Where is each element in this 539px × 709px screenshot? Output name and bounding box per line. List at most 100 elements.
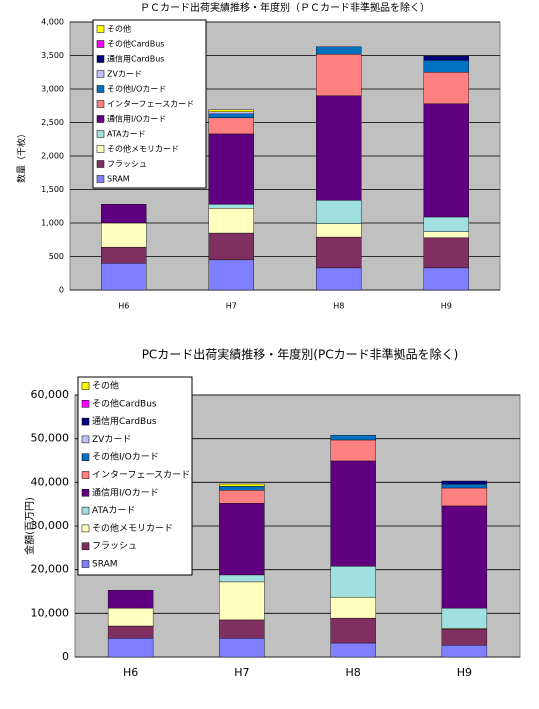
x-tick-label: H7 <box>234 666 249 679</box>
bar-segment <box>423 72 469 104</box>
bar-segment <box>316 236 362 269</box>
legend-label: ATAカード <box>107 130 146 139</box>
legend-swatch <box>81 471 90 479</box>
legend-swatch <box>96 160 105 168</box>
legend-label: ZVカード <box>107 70 142 79</box>
bar-segment <box>219 486 265 491</box>
x-tick-label: H6 <box>118 302 129 311</box>
legend-swatch <box>81 453 90 461</box>
legend-label: SRAM <box>107 175 130 184</box>
legend-label: 通信用CardBus <box>92 415 157 427</box>
y-tick-label: 1,500 <box>41 185 64 194</box>
y-tick-label: 0 <box>59 286 64 295</box>
legend-label: 通信用CardBus <box>107 54 164 64</box>
legend-label: インターフェースカード <box>107 100 194 109</box>
y-tick-label: 2,500 <box>41 118 64 127</box>
bar-segment <box>316 95 362 201</box>
bar-segment <box>316 267 362 291</box>
bar-segment <box>208 204 254 209</box>
bar-segment <box>107 625 154 639</box>
bar-segment <box>208 111 254 114</box>
legend-label: インターフェースカード <box>92 470 190 481</box>
legend-label: ATAカード <box>92 505 135 516</box>
y-axis-label: 数量（千枚） <box>16 129 28 183</box>
legend-swatch <box>96 40 105 48</box>
legend-label: その他 <box>92 380 119 392</box>
legend-label: フラッシュ <box>107 160 147 169</box>
legend-swatch <box>96 100 105 108</box>
bar-segment <box>423 216 469 232</box>
y-tick-label: 0 <box>62 650 69 663</box>
legend-swatch <box>96 115 105 123</box>
y-tick-label: 50,000 <box>31 432 70 445</box>
legend-swatch <box>96 175 105 183</box>
legend-label: その他I/Oカード <box>92 451 159 463</box>
bar-segment <box>219 638 265 658</box>
bar-segment <box>219 619 265 639</box>
bar-segment <box>101 263 147 291</box>
chart-title: PCカード出荷実績推移・年度別(PCカード非準拠品を除く) <box>142 347 459 362</box>
legend-label: 通信用I/Oカード <box>107 114 166 124</box>
bar-segment <box>441 628 488 646</box>
y-tick-label: 3,000 <box>41 85 64 94</box>
bar-segment <box>101 246 147 264</box>
legend-label: SRAM <box>92 560 118 570</box>
y-tick-label: 20,000 <box>31 563 70 576</box>
legend-swatch <box>81 524 90 533</box>
bar-segment <box>107 589 154 609</box>
bar-segment <box>441 480 488 485</box>
x-tick-label: H7 <box>226 302 237 311</box>
bar-segment <box>330 642 376 658</box>
bar-segment <box>316 53 362 96</box>
bar-segment <box>208 113 254 119</box>
legend-swatch <box>96 145 105 153</box>
bar-segment <box>208 208 254 234</box>
legend-swatch <box>81 560 90 568</box>
legend-swatch <box>96 55 105 63</box>
bar-segment <box>441 487 488 507</box>
bar-segment <box>208 259 254 291</box>
legend-swatch <box>81 382 90 390</box>
y-tick-label: 10,000 <box>31 606 70 619</box>
y-tick-label: 30,000 <box>31 519 70 532</box>
bar-segment <box>441 645 488 658</box>
bar-segment <box>316 200 362 224</box>
legend-swatch <box>81 400 90 408</box>
legend-label: フラッシュ <box>92 541 137 552</box>
bar-segment <box>330 617 376 644</box>
legend-label: その他 <box>107 24 131 34</box>
legend-box <box>77 376 193 576</box>
legend-label: ZVカード <box>92 434 131 445</box>
bar-segment <box>219 489 265 504</box>
bar-segment <box>107 607 154 627</box>
bar-segment <box>330 434 376 441</box>
bar-segment <box>208 117 254 135</box>
bar-segment <box>441 607 488 629</box>
bar-segment <box>441 505 488 609</box>
legend-swatch <box>81 506 90 515</box>
x-tick-label: H9 <box>441 302 452 311</box>
bar-segment <box>330 460 376 567</box>
bar-segment <box>423 103 469 218</box>
bar-segment <box>208 133 254 205</box>
legend-swatch <box>81 435 90 444</box>
x-tick-label: H9 <box>457 666 472 679</box>
y-tick-label: 60,000 <box>31 388 70 401</box>
bar-segment <box>330 439 376 462</box>
bar-segment <box>208 109 254 112</box>
bar-segment <box>316 223 362 238</box>
y-tick-label: 3,500 <box>41 51 64 60</box>
bar-segment <box>101 204 147 224</box>
chart-title: ＰＣカード出荷実績推移・年度別（ＰＣカード非準拠品を除く） <box>140 1 430 14</box>
legend-label: その他CardBus <box>92 397 157 409</box>
legend-label: 通信用I/Oカード <box>92 486 159 498</box>
bar-segment <box>101 222 147 248</box>
legend-label: その他CardBus <box>107 39 164 49</box>
bar-segment <box>441 483 488 489</box>
legend-swatch <box>81 542 90 550</box>
x-tick-label: H6 <box>123 666 138 679</box>
y-tick-label: 40,000 <box>31 475 70 488</box>
legend-swatch <box>96 85 105 93</box>
legend-label: その他I/Oカード <box>107 84 166 94</box>
